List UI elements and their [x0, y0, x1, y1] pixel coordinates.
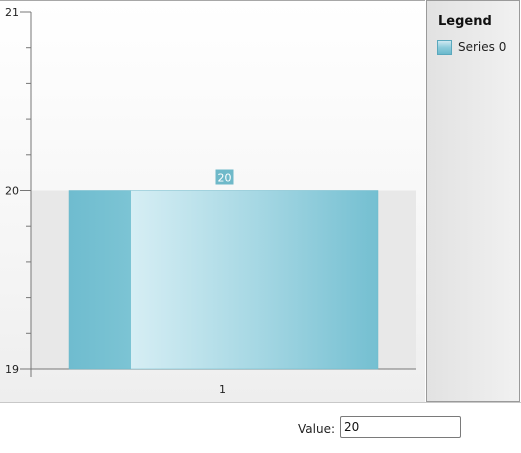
data-label: 20	[218, 172, 232, 185]
data-label-bg	[215, 169, 234, 185]
bar-chart: 19 20 21 20 1	[5, 6, 416, 396]
legend-swatch	[437, 39, 452, 55]
legend-item-series-0: Series 0	[437, 38, 506, 56]
y-tick-label: 20	[5, 185, 19, 198]
x-tick-label: 1	[219, 383, 226, 396]
y-tick-label: 21	[5, 6, 19, 19]
chart-area: 19 20 21 20 1	[0, 0, 425, 403]
y-tick-label: 19	[5, 363, 19, 376]
value-label: Value:	[298, 422, 335, 436]
value-input[interactable]	[340, 416, 461, 438]
legend-title: Legend	[438, 14, 492, 29]
bar	[68, 190, 379, 370]
legend-item-label: Series 0	[458, 40, 507, 54]
value-panel: Value:	[0, 402, 521, 453]
legend: Legend Series 0	[426, 0, 520, 402]
